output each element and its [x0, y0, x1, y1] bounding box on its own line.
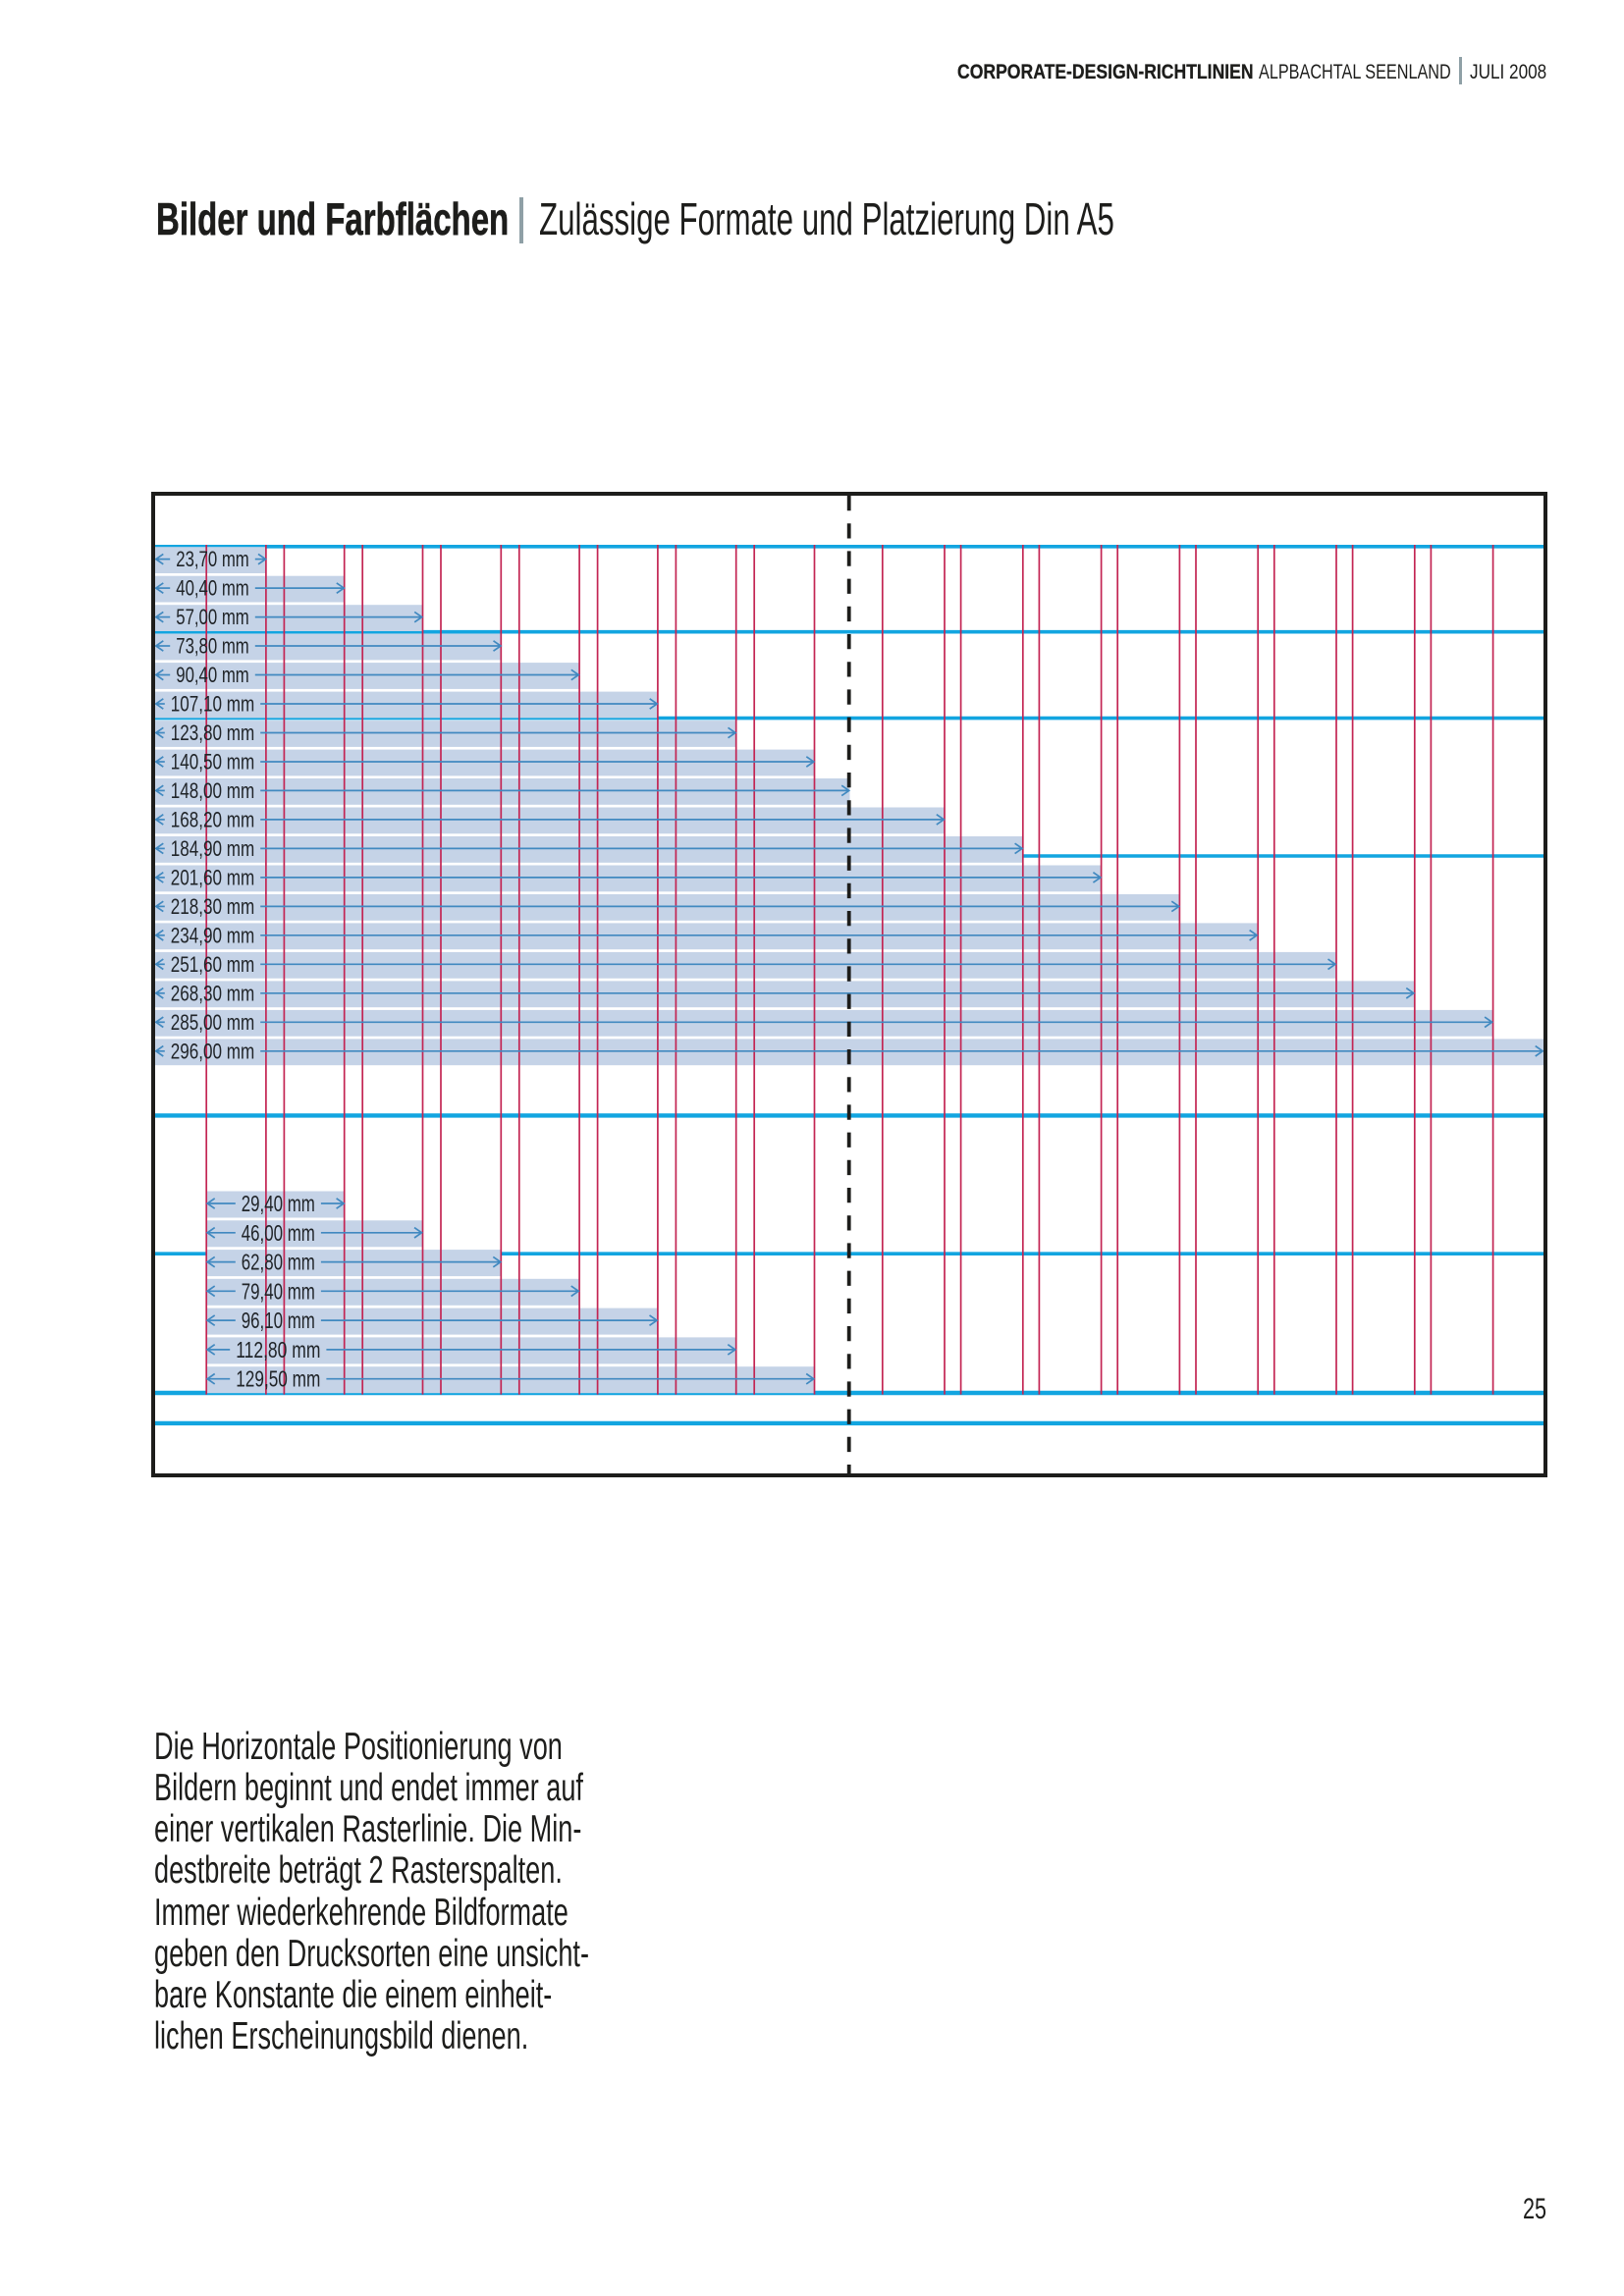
- svg-text:96,10 mm: 96,10 mm: [242, 1308, 315, 1333]
- svg-text:40,40 mm: 40,40 mm: [176, 576, 249, 601]
- svg-text:268,30 mm: 268,30 mm: [171, 981, 255, 1005]
- svg-text:90,40 mm: 90,40 mm: [176, 663, 249, 687]
- svg-text:112,80 mm: 112,80 mm: [236, 1337, 320, 1362]
- svg-text:201,60 mm: 201,60 mm: [171, 865, 255, 889]
- svg-text:148,00 mm: 148,00 mm: [171, 778, 255, 803]
- svg-text:234,90 mm: 234,90 mm: [171, 923, 255, 947]
- svg-text:184,90 mm: 184,90 mm: [171, 836, 255, 861]
- svg-text:129,50 mm: 129,50 mm: [236, 1366, 320, 1392]
- svg-text:62,80 mm: 62,80 mm: [242, 1250, 315, 1275]
- svg-text:218,30 mm: 218,30 mm: [171, 894, 255, 919]
- svg-text:140,50 mm: 140,50 mm: [171, 750, 255, 774]
- svg-text:73,80 mm: 73,80 mm: [176, 634, 249, 659]
- svg-text:251,60 mm: 251,60 mm: [171, 952, 255, 977]
- svg-text:46,00 mm: 46,00 mm: [242, 1220, 315, 1246]
- svg-text:285,00 mm: 285,00 mm: [171, 1010, 255, 1035]
- svg-text:23,70 mm: 23,70 mm: [176, 547, 249, 571]
- svg-text:57,00 mm: 57,00 mm: [176, 605, 249, 629]
- svg-text:79,40 mm: 79,40 mm: [242, 1278, 315, 1304]
- svg-text:296,00 mm: 296,00 mm: [171, 1039, 255, 1063]
- svg-text:29,40 mm: 29,40 mm: [242, 1191, 315, 1216]
- svg-text:168,20 mm: 168,20 mm: [171, 807, 255, 831]
- svg-text:123,80 mm: 123,80 mm: [171, 721, 255, 745]
- svg-text:107,10 mm: 107,10 mm: [171, 692, 255, 717]
